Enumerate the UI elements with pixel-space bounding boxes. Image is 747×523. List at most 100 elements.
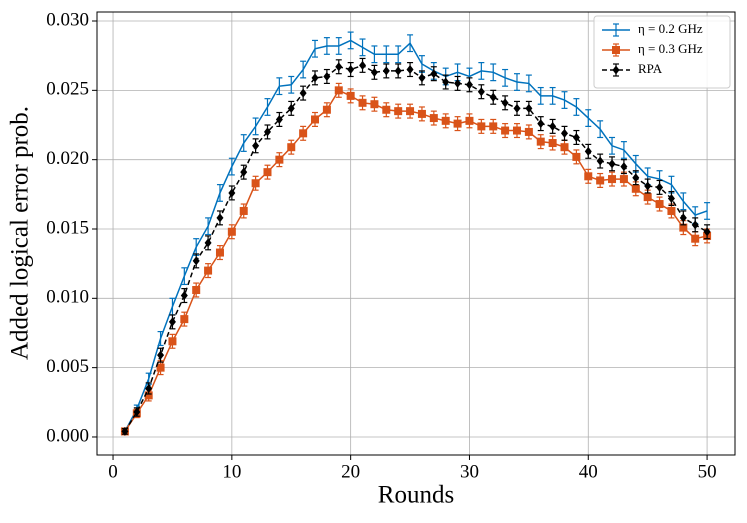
marker — [180, 315, 189, 324]
error-bar — [371, 45, 378, 64]
error-bar — [157, 330, 164, 347]
marker — [227, 227, 236, 236]
error-bar — [216, 184, 223, 202]
error-bar — [502, 68, 509, 87]
marker — [489, 122, 498, 131]
marker — [121, 426, 129, 436]
error-bar — [478, 62, 485, 80]
marker — [323, 71, 331, 81]
plot-frame — [96, 11, 736, 456]
error-bar — [228, 157, 235, 176]
marker — [347, 65, 355, 75]
marker — [204, 266, 213, 275]
marker — [251, 179, 260, 188]
error-bar — [383, 45, 390, 64]
marker — [441, 116, 450, 125]
marker — [429, 114, 438, 123]
marker — [691, 220, 699, 230]
marker — [168, 337, 177, 346]
marker — [465, 116, 474, 125]
marker — [418, 73, 426, 83]
error-bar — [704, 202, 711, 220]
marker — [370, 67, 378, 77]
marker — [477, 122, 486, 131]
marker — [454, 78, 462, 88]
marker — [465, 80, 473, 90]
marker — [442, 77, 450, 87]
marker — [204, 238, 212, 248]
marker — [358, 98, 367, 107]
marker — [275, 114, 283, 124]
marker — [252, 141, 260, 151]
marker — [656, 182, 664, 192]
error-bar — [252, 117, 259, 136]
error-bar — [632, 154, 639, 173]
marker — [632, 173, 640, 183]
y-tick-label: 0.010 — [46, 287, 89, 308]
marker — [513, 103, 521, 113]
y-tick-label: 0.005 — [46, 356, 89, 377]
marker — [524, 127, 533, 136]
error-bar — [288, 75, 295, 94]
marker — [180, 291, 188, 301]
marker — [572, 132, 580, 142]
x-tick-label: 0 — [108, 461, 118, 482]
marker — [572, 152, 581, 161]
marker — [489, 92, 497, 102]
marker — [287, 103, 295, 113]
error-bar — [323, 37, 330, 55]
error-bar — [609, 136, 616, 155]
marker — [239, 206, 248, 215]
marker — [512, 126, 521, 135]
marker — [299, 88, 307, 98]
marker — [168, 317, 176, 327]
y-tick-label: 0.000 — [46, 425, 89, 446]
error-bar — [490, 63, 497, 82]
marker — [346, 91, 355, 100]
error-bar — [549, 86, 556, 105]
marker — [667, 206, 676, 215]
y-tick-label: 0.015 — [46, 217, 89, 238]
error-bar — [597, 120, 604, 139]
marker — [311, 115, 320, 124]
marker — [608, 159, 616, 169]
marker — [263, 127, 271, 137]
marker — [537, 119, 545, 129]
marker — [370, 100, 379, 109]
marker — [359, 60, 367, 70]
marker — [525, 103, 533, 113]
error-bar — [573, 98, 580, 116]
x-tick-label: 30 — [460, 461, 479, 482]
error-bar — [395, 45, 402, 64]
marker — [477, 87, 485, 97]
series-line — [124, 89, 708, 432]
marker — [192, 256, 200, 266]
error-bar — [680, 192, 687, 211]
marker — [691, 234, 700, 243]
marker — [406, 107, 415, 116]
error-bar — [276, 77, 283, 96]
series-line — [124, 64, 708, 432]
error-bar — [347, 31, 354, 50]
series-line — [124, 39, 708, 432]
legend-label: RPA — [638, 61, 663, 76]
error-bar — [300, 60, 307, 79]
x-axis-label: Rounds — [378, 482, 454, 509]
marker — [667, 193, 675, 203]
marker — [322, 105, 331, 114]
marker — [584, 172, 593, 181]
marker — [612, 65, 620, 75]
marker — [655, 200, 664, 209]
error-bar — [359, 38, 366, 57]
error-bar — [335, 37, 342, 55]
marker — [561, 128, 569, 138]
marker — [703, 227, 711, 237]
marker — [192, 286, 201, 295]
marker — [334, 86, 343, 95]
error-bar — [513, 73, 520, 91]
marker — [536, 137, 545, 146]
marker — [263, 168, 272, 177]
marker — [501, 126, 510, 135]
marker — [394, 66, 402, 76]
y-tick-label: 0.025 — [46, 79, 89, 100]
